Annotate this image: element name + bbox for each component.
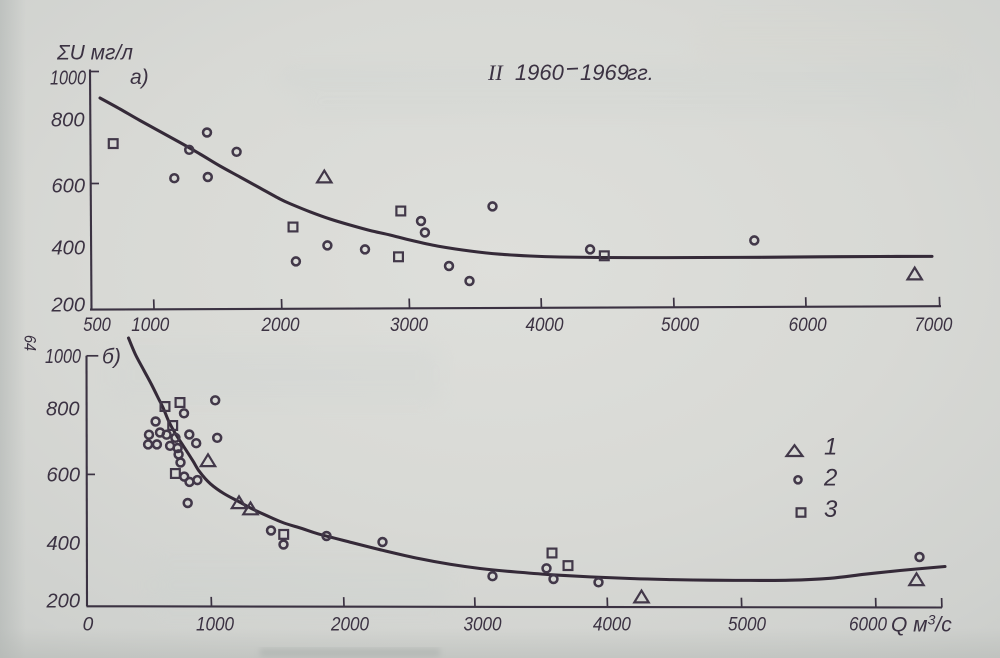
svg-text:1000: 1000 [45,345,81,368]
svg-text:1: 1 [824,434,837,461]
svg-text:1000: 1000 [50,67,86,90]
svg-text:0: 0 [83,615,94,636]
svg-text:6000: 6000 [849,615,887,636]
svg-text:500: 500 [83,315,111,336]
svg-text:3: 3 [824,496,838,523]
svg-text:2: 2 [823,465,837,492]
svg-text:2000: 2000 [261,315,300,336]
svg-text:4000: 4000 [593,615,631,636]
svg-text:800: 800 [46,398,80,421]
svg-text:3000: 3000 [390,315,428,336]
svg-text:5000: 5000 [728,615,766,636]
svg-text:6000: 6000 [789,315,827,336]
svg-text:1000: 1000 [196,615,234,636]
svg-text:64: 64 [21,335,40,351]
svg-text:ΣU мг/л: ΣU мг/л [56,42,133,65]
svg-text:a): a) [130,66,149,89]
svg-text:1969: 1969 [580,60,629,85]
svg-text:4000: 4000 [526,315,564,336]
svg-text:600: 600 [47,464,81,487]
svg-text:Q м3/с: Q м3/с [891,612,952,637]
svg-text:400: 400 [52,237,86,260]
svg-text:600: 600 [52,175,86,198]
svg-text:5000: 5000 [661,315,699,336]
svg-text:7000: 7000 [914,315,952,336]
svg-text:200: 200 [46,590,81,613]
svg-text:1000: 1000 [131,315,169,336]
svg-text:200: 200 [51,294,86,317]
svg-text:800: 800 [51,109,85,132]
svg-text:3000: 3000 [464,615,502,636]
svg-text:II 1960: II 1960 [487,60,565,85]
svg-text:400: 400 [47,532,81,555]
svg-text:б): б) [102,346,121,369]
svg-text:2000: 2000 [330,615,369,636]
svg-text:гг.: гг. [627,62,654,85]
